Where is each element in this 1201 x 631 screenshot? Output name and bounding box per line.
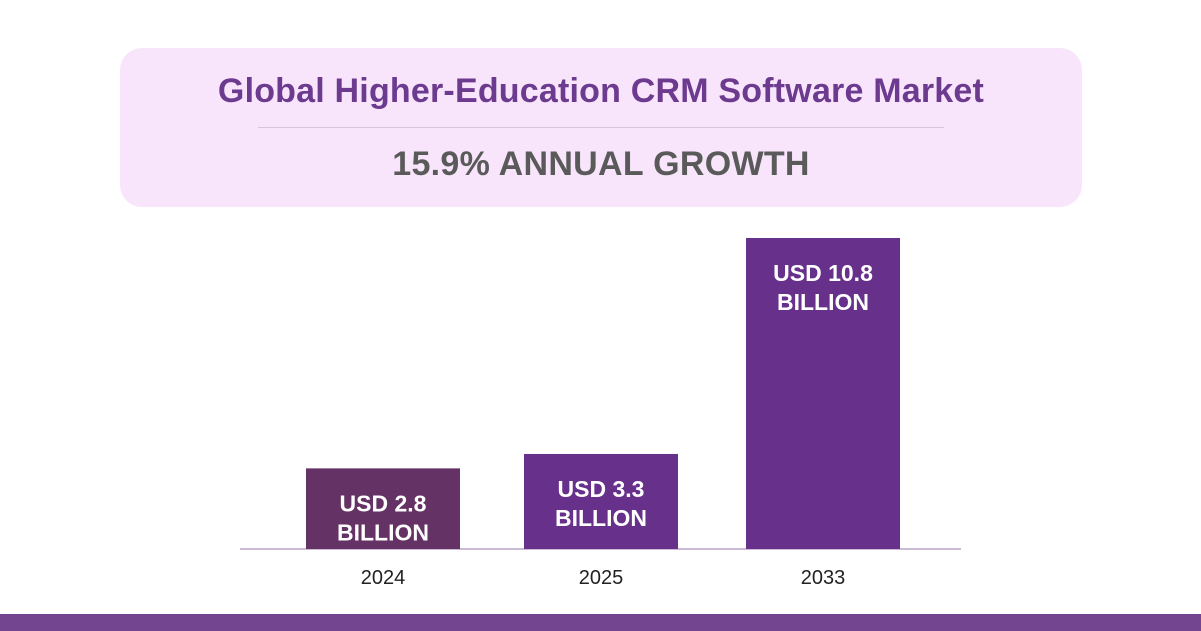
x-tick-label-2033: 2033 [801,567,846,589]
x-tick-label-2024: 2024 [361,567,406,589]
data-label-2024-line1: USD 2.8 [340,490,427,516]
chart-title: Global Higher-Education CRM Software Mar… [217,72,985,110]
data-label-2033-line1: USD 10.8 [773,260,873,286]
header-card: Global Higher-Education CRM Software Mar… [120,48,1082,207]
data-label-2025-line2: BILLION [555,505,647,531]
chart-subtitle: 15.9% ANNUAL GROWTH [392,145,810,183]
header-divider [258,127,944,128]
data-label-2024-line2: BILLION [337,519,429,545]
bar-2024 [306,468,460,549]
x-tick-label-2025: 2025 [579,567,624,589]
data-label-2033-line2: BILLION [777,289,869,315]
data-label-2025-line1: USD 3.3 [558,476,645,502]
bar-2025 [524,453,678,549]
bar-2033 [746,238,900,549]
footer-bar [0,614,1201,631]
